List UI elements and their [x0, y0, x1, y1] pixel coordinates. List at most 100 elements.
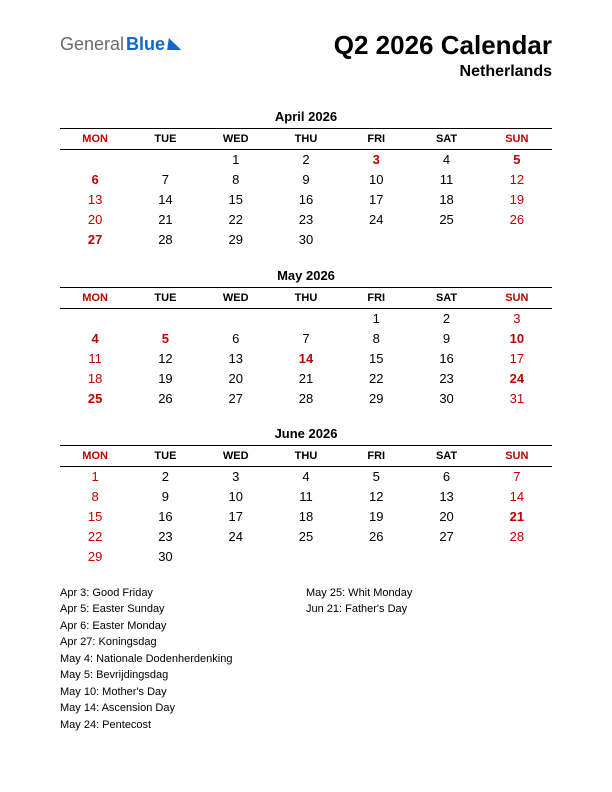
- calendar-cell: 20: [60, 210, 130, 230]
- calendar-cell: 9: [271, 170, 341, 190]
- calendar-cell: 22: [341, 368, 411, 388]
- calendar-cell: 7: [271, 328, 341, 348]
- calendar-cell: 8: [201, 170, 271, 190]
- calendar-cell: 11: [271, 487, 341, 507]
- calendar-row: 22232425262728: [60, 527, 552, 547]
- calendar-cell: 4: [411, 150, 481, 170]
- calendar-cell: [201, 308, 271, 328]
- calendar-cell: [130, 150, 200, 170]
- month-name: June 2026: [60, 426, 552, 441]
- calendar-cell: 1: [341, 308, 411, 328]
- calendar-row: 13141516171819: [60, 190, 552, 210]
- month-name: May 2026: [60, 268, 552, 283]
- month-block: May 2026MONTUEWEDTHUFRISATSUN12345678910…: [60, 268, 552, 409]
- calendar-cell: 17: [482, 348, 552, 368]
- calendar-cell: 11: [411, 170, 481, 190]
- calendar-cell: 15: [201, 190, 271, 210]
- weekday-header: MON: [60, 287, 130, 308]
- calendar-row: 27282930: [60, 230, 552, 250]
- calendar-cell: 13: [201, 348, 271, 368]
- holiday-item: Apr 3: Good Friday: [60, 585, 306, 602]
- calendar-cell: [60, 308, 130, 328]
- calendar-cell: 16: [130, 507, 200, 527]
- logo-text-blue: Blue: [126, 34, 165, 55]
- calendar-cell: 16: [411, 348, 481, 368]
- weekday-header: THU: [271, 446, 341, 467]
- calendar-cell: 21: [130, 210, 200, 230]
- calendar-cell: 10: [482, 328, 552, 348]
- calendar-cell: 22: [201, 210, 271, 230]
- calendar-cell: 19: [130, 368, 200, 388]
- calendar-cell: [341, 547, 411, 567]
- calendar-cell: 9: [130, 487, 200, 507]
- calendar-cell: 30: [271, 230, 341, 250]
- weekday-header: WED: [201, 446, 271, 467]
- calendar-row: 891011121314: [60, 487, 552, 507]
- calendar-cell: 15: [341, 348, 411, 368]
- calendar-row: 1234567: [60, 467, 552, 487]
- calendar-cell: 13: [60, 190, 130, 210]
- holiday-item: Apr 5: Easter Sunday: [60, 601, 306, 618]
- calendar-cell: 10: [341, 170, 411, 190]
- weekday-header: WED: [201, 287, 271, 308]
- weekday-header: FRI: [341, 287, 411, 308]
- calendar-row: 45678910: [60, 328, 552, 348]
- calendar-cell: 1: [201, 150, 271, 170]
- calendar-row: 123: [60, 308, 552, 328]
- calendar-cell: 24: [201, 527, 271, 547]
- month-block: June 2026MONTUEWEDTHUFRISATSUN1234567891…: [60, 426, 552, 567]
- page-title: Q2 2026 Calendar: [334, 30, 552, 61]
- calendar-cell: 25: [271, 527, 341, 547]
- calendar-cell: 2: [271, 150, 341, 170]
- calendar-row: 20212223242526: [60, 210, 552, 230]
- calendar-cell: 30: [130, 547, 200, 567]
- calendar-table: MONTUEWEDTHUFRISATSUN1234567891011121314…: [60, 287, 552, 409]
- calendar-cell: [411, 230, 481, 250]
- calendar-cell: 4: [60, 328, 130, 348]
- calendar-cell: 19: [482, 190, 552, 210]
- calendar-table: MONTUEWEDTHUFRISATSUN1234567891011121314…: [60, 445, 552, 567]
- calendar-cell: 1: [60, 467, 130, 487]
- weekday-header: FRI: [341, 446, 411, 467]
- calendar-container: April 2026MONTUEWEDTHUFRISATSUN123456789…: [60, 109, 552, 567]
- calendar-cell: [130, 308, 200, 328]
- weekday-header: TUE: [130, 287, 200, 308]
- calendar-cell: 24: [482, 368, 552, 388]
- calendar-table: MONTUEWEDTHUFRISATSUN1234567891011121314…: [60, 128, 552, 250]
- calendar-cell: 5: [341, 467, 411, 487]
- calendar-row: 6789101112: [60, 170, 552, 190]
- calendar-cell: 7: [130, 170, 200, 190]
- weekday-header: SUN: [482, 129, 552, 150]
- weekday-header: MON: [60, 129, 130, 150]
- calendar-cell: 2: [411, 308, 481, 328]
- calendar-cell: 14: [482, 487, 552, 507]
- calendar-cell: [271, 547, 341, 567]
- calendar-cell: 20: [201, 368, 271, 388]
- calendar-cell: 5: [482, 150, 552, 170]
- weekday-header: SAT: [411, 129, 481, 150]
- calendar-cell: [411, 547, 481, 567]
- calendar-cell: 18: [271, 507, 341, 527]
- calendar-cell: 25: [60, 388, 130, 408]
- holiday-item: Jun 21: Father's Day: [306, 601, 552, 618]
- calendar-cell: 23: [130, 527, 200, 547]
- calendar-cell: 18: [411, 190, 481, 210]
- calendar-cell: 24: [341, 210, 411, 230]
- calendar-cell: [482, 547, 552, 567]
- calendar-cell: 31: [482, 388, 552, 408]
- weekday-header: THU: [271, 287, 341, 308]
- calendar-cell: 21: [482, 507, 552, 527]
- weekday-header: WED: [201, 129, 271, 150]
- holiday-item: Apr 6: Easter Monday: [60, 618, 306, 635]
- weekday-header: SAT: [411, 446, 481, 467]
- calendar-cell: 16: [271, 190, 341, 210]
- calendar-row: 15161718192021: [60, 507, 552, 527]
- calendar-cell: 14: [271, 348, 341, 368]
- calendar-cell: 21: [271, 368, 341, 388]
- calendar-cell: 14: [130, 190, 200, 210]
- calendar-cell: 29: [201, 230, 271, 250]
- calendar-cell: 23: [411, 368, 481, 388]
- logo: General Blue: [60, 34, 182, 55]
- calendar-cell: 22: [60, 527, 130, 547]
- calendar-cell: [271, 308, 341, 328]
